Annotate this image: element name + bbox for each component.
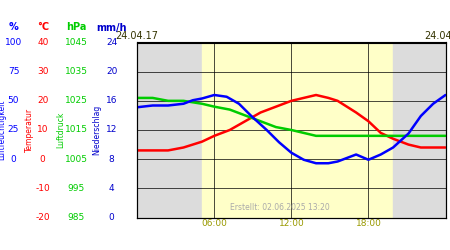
Text: 20: 20 [106, 67, 117, 76]
Text: 30: 30 [37, 67, 49, 76]
Text: Erstellt: 02.06.2025 13:20: Erstellt: 02.06.2025 13:20 [230, 203, 329, 212]
Text: 985: 985 [68, 213, 85, 222]
Text: mm/h: mm/h [96, 22, 127, 32]
Text: 1025: 1025 [65, 96, 88, 105]
Text: 12: 12 [106, 126, 117, 134]
Text: Luftdruck: Luftdruck [56, 112, 65, 148]
Text: 4: 4 [109, 184, 114, 193]
Bar [202, 42, 393, 218]
Text: 100: 100 [5, 38, 22, 47]
Text: 0: 0 [109, 213, 114, 222]
Text: 1005: 1005 [65, 155, 88, 164]
Text: 20: 20 [37, 96, 49, 105]
Text: Niederschlag: Niederschlag [92, 105, 101, 155]
Text: hPa: hPa [66, 22, 87, 32]
Text: 0: 0 [40, 155, 45, 164]
Text: °C: °C [37, 22, 49, 32]
Text: 24: 24 [106, 38, 117, 47]
Text: 10: 10 [37, 126, 49, 134]
Text: 8: 8 [109, 155, 114, 164]
Text: 995: 995 [68, 184, 85, 193]
Text: -20: -20 [36, 213, 50, 222]
Text: 25: 25 [8, 126, 19, 134]
Text: -10: -10 [36, 184, 50, 193]
Text: 1045: 1045 [65, 38, 88, 47]
Text: 0: 0 [11, 155, 16, 164]
Text: 40: 40 [37, 38, 49, 47]
Text: Luftfeuchtigkeit: Luftfeuchtigkeit [0, 100, 7, 160]
Bar [393, 42, 446, 218]
Text: 50: 50 [8, 96, 19, 105]
Text: %: % [9, 22, 18, 32]
Bar [137, 42, 202, 218]
Text: 75: 75 [8, 67, 19, 76]
Text: 1035: 1035 [65, 67, 88, 76]
Text: Temperatur: Temperatur [25, 108, 34, 152]
Text: 1015: 1015 [65, 126, 88, 134]
Text: 16: 16 [106, 96, 117, 105]
